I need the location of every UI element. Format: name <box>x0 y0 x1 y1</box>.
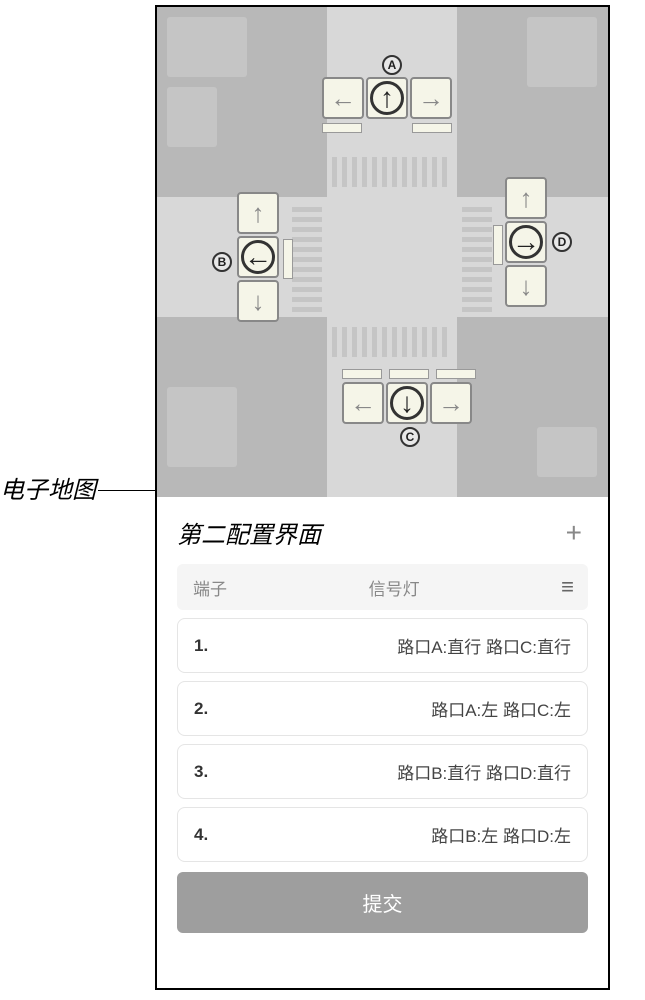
signal-right-up[interactable]: ↑ <box>505 177 547 219</box>
stop-line <box>436 369 476 379</box>
stop-line <box>342 369 382 379</box>
map-caption-line <box>98 490 158 491</box>
menu-icon[interactable]: ≡ <box>561 574 572 600</box>
signal-top-right[interactable]: → <box>410 77 452 119</box>
signal-left-straight[interactable]: ← <box>237 236 279 278</box>
node-label-d: D <box>552 232 572 252</box>
arrow-left-icon: ← <box>244 243 272 271</box>
signal-group-top[interactable]: ← ↑ → <box>322 77 452 119</box>
rule-number: 1. <box>194 636 208 656</box>
signal-top-left[interactable]: ← <box>322 77 364 119</box>
config-title: 第二配置界面 <box>177 515 321 550</box>
rule-row[interactable]: 4. 路口B:左 路口D:左 <box>177 807 588 862</box>
building <box>537 427 597 477</box>
device-frame: A ← ↑ → B ↑ ← ↓ D ↑ → ↓ C ← ↓ → <box>155 5 610 990</box>
arrow-up-icon: ↑ <box>520 185 533 211</box>
rule-number: 4. <box>194 825 208 845</box>
electronic-map: A ← ↑ → B ↑ ← ↓ D ↑ → ↓ C ← ↓ → <box>157 7 608 497</box>
signal-group-right[interactable]: ↑ → ↓ <box>505 177 547 307</box>
signal-group-left[interactable]: ↑ ← ↓ <box>237 192 279 322</box>
rule-row[interactable]: 3. 路口B:直行 路口D:直行 <box>177 744 588 799</box>
rule-row[interactable]: 2. 路口A:左 路口C:左 <box>177 681 588 736</box>
arrow-left-icon: ← <box>330 85 356 111</box>
arrow-right-icon: → <box>438 390 464 416</box>
crosswalk-top <box>332 157 452 187</box>
signal-bottom-straight[interactable]: ↓ <box>386 382 428 424</box>
signal-group-bottom[interactable]: ← ↓ → <box>342 382 472 424</box>
rule-text: 路口A:直行 路口C:直行 <box>397 633 571 658</box>
signal-top-straight[interactable]: ↑ <box>366 77 408 119</box>
header-col-terminal: 端子 <box>193 575 227 600</box>
rule-text: 路口A:左 路口C:左 <box>431 696 571 721</box>
signal-right-straight[interactable]: → <box>505 221 547 263</box>
stop-line <box>283 239 293 279</box>
signal-right-down[interactable]: ↓ <box>505 265 547 307</box>
config-header-row: 端子 信号灯 ≡ <box>177 564 588 610</box>
signal-bottom-right[interactable]: → <box>430 382 472 424</box>
arrow-right-icon: → <box>512 228 540 256</box>
crosswalk-bottom <box>332 327 452 357</box>
arrow-down-icon: ↓ <box>520 273 533 299</box>
rule-number: 2. <box>194 699 208 719</box>
map-caption: 电子地图 <box>0 470 96 505</box>
rule-text: 路口B:左 路口D:左 <box>431 822 571 847</box>
config-panel: 第二配置界面 + 端子 信号灯 ≡ 1. 路口A:直行 路口C:直行 2. 路口… <box>157 497 608 953</box>
building <box>167 87 217 147</box>
signal-left-down[interactable]: ↓ <box>237 280 279 322</box>
crosswalk-left <box>292 202 322 312</box>
arrow-right-icon: → <box>418 85 444 111</box>
arrow-left-icon: ← <box>350 390 376 416</box>
stop-line <box>322 123 362 133</box>
building <box>527 17 597 87</box>
arrow-up-icon: ↑ <box>252 200 265 226</box>
stop-line <box>389 369 429 379</box>
node-label-a: A <box>382 55 402 75</box>
building <box>167 387 237 467</box>
submit-button[interactable]: 提交 <box>177 872 588 933</box>
node-label-b: B <box>212 252 232 272</box>
node-label-c: C <box>400 427 420 447</box>
config-title-row: 第二配置界面 + <box>177 515 588 550</box>
rule-row[interactable]: 1. 路口A:直行 路口C:直行 <box>177 618 588 673</box>
rule-text: 路口B:直行 路口D:直行 <box>397 759 571 784</box>
arrow-down-icon: ↓ <box>400 389 414 417</box>
signal-bottom-left[interactable]: ← <box>342 382 384 424</box>
crosswalk-right <box>462 202 492 312</box>
arrow-up-icon: ↑ <box>380 84 394 112</box>
building <box>167 17 247 77</box>
add-button[interactable]: + <box>560 517 588 549</box>
header-col-signal: 信号灯 <box>227 575 561 600</box>
arrow-down-icon: ↓ <box>252 288 265 314</box>
signal-left-up[interactable]: ↑ <box>237 192 279 234</box>
stop-line <box>493 225 503 265</box>
rule-number: 3. <box>194 762 208 782</box>
stop-line <box>412 123 452 133</box>
